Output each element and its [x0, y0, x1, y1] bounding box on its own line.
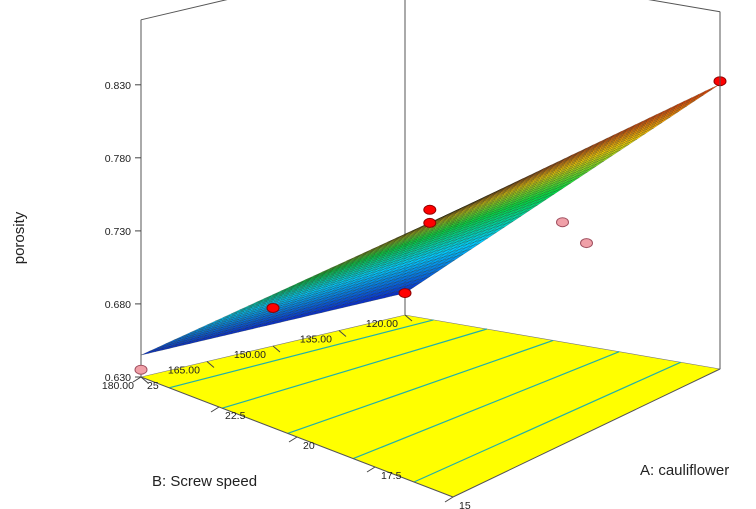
design-point: [398, 288, 412, 299]
z-tick-label: 0.780: [105, 153, 131, 165]
z-tick-label: 0.730: [105, 226, 131, 238]
box-edge: [648, 0, 721, 13]
x-tick: [288, 436, 298, 443]
x-axis-title: A: cauliflower: [640, 462, 729, 479]
y-tick: [338, 330, 347, 337]
floor-contour-lines: [168, 319, 681, 483]
y-tick-label: 150.00: [234, 349, 266, 361]
x-tick: [132, 376, 142, 383]
response-surface-mesh: [140, 83, 721, 356]
box-edge: [140, 0, 228, 21]
y-tick-label: 165.00: [168, 365, 200, 377]
y-tick: [206, 361, 215, 368]
z-tick-label: 0.680: [105, 299, 131, 311]
contour-line: [352, 351, 620, 460]
x-tick-label: 22.5: [225, 410, 246, 422]
z-tick-label: 0.830: [105, 80, 131, 92]
x-tick-label: 25: [147, 380, 159, 392]
y-tick-label: 180.00: [102, 380, 134, 392]
x-tick-label: 20: [303, 440, 315, 452]
design-points-above-surface: [266, 76, 727, 313]
design-point: [134, 364, 148, 375]
contour-line: [413, 361, 681, 483]
surface-facet: [140, 349, 157, 356]
y-tick: [404, 314, 413, 322]
y-tick-label: 120.00: [366, 318, 398, 330]
z-tick-label: 0.630: [105, 372, 131, 384]
design-point: [423, 217, 437, 228]
contour-line: [287, 339, 554, 434]
design-point: [580, 238, 593, 249]
y-axis-title: B: Screw speed: [152, 473, 257, 490]
design-point: [423, 204, 437, 215]
design-point: [556, 217, 569, 228]
y-tick: [272, 345, 281, 353]
contour-line: [168, 319, 434, 389]
x-tick: [366, 466, 376, 473]
y-tick: [140, 376, 149, 384]
axis-ticks: 0.630 0.680 0.730 0.780 0.830 15 17.5 20 22.5 25 1…: [102, 80, 471, 509]
box-edge: [452, 368, 721, 498]
x-tick: [444, 496, 454, 503]
x-tick-label: 15: [459, 500, 471, 509]
z-axis-title: porosity: [11, 211, 28, 264]
y-tick-label: 135.00: [300, 334, 332, 346]
contour-line: [221, 328, 488, 409]
design-point: [266, 303, 280, 313]
x-tick: [210, 406, 220, 413]
x-tick-label: 17.5: [381, 470, 402, 482]
